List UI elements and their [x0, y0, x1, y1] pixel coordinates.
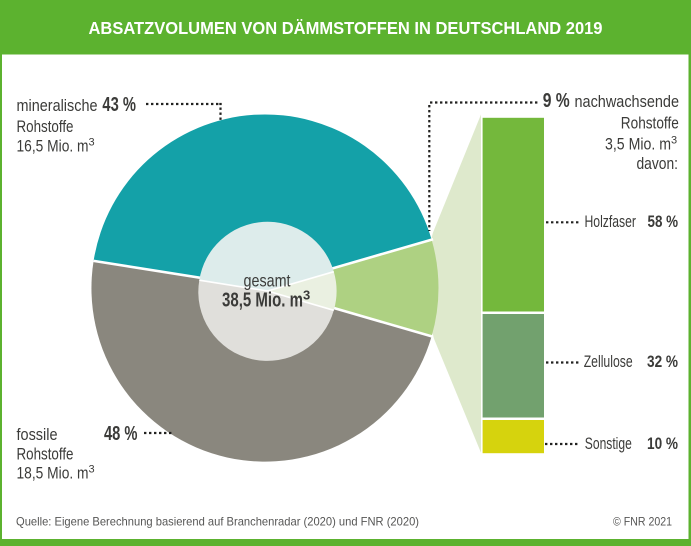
svg-text:fossile: fossile	[17, 425, 58, 444]
svg-text:3,5 Mio. m3: 3,5 Mio. m3	[605, 135, 677, 154]
svg-text:38,5 Mio. m3: 38,5 Mio. m3	[222, 288, 310, 312]
svg-text:Rohstoffe: Rohstoffe	[17, 445, 74, 464]
svg-text:43 %: 43 %	[102, 94, 136, 116]
svg-text:Rohstoffe: Rohstoffe	[17, 117, 74, 136]
svg-text:Sonstige: Sonstige	[585, 434, 632, 453]
svg-text:Rohstoffe: Rohstoffe	[621, 114, 679, 133]
svg-text:32 %: 32 %	[647, 352, 678, 371]
svg-text:© FNR 2021: © FNR 2021	[613, 515, 672, 529]
svg-text:18,5 Mio. m3: 18,5 Mio. m3	[17, 464, 95, 483]
svg-text:gesamt: gesamt	[244, 271, 291, 291]
svg-text:mineralische: mineralische	[17, 96, 98, 115]
svg-text:davon:: davon:	[637, 154, 679, 173]
svg-text:16,5 Mio. m3: 16,5 Mio. m3	[17, 137, 95, 156]
svg-text:10 %: 10 %	[647, 434, 678, 453]
svg-text:48 %: 48 %	[104, 423, 138, 445]
svg-text:Holzfaser: Holzfaser	[585, 212, 637, 231]
svg-text:nachwachsende: nachwachsende	[575, 92, 680, 111]
svg-text:9 %: 9 %	[543, 90, 570, 112]
svg-text:Quelle: Eigene Berechnung basi: Quelle: Eigene Berechnung basierend auf …	[16, 515, 419, 529]
svg-text:ABSATZVOLUMEN VON DÄMMSTOFFEN: ABSATZVOLUMEN VON DÄMMSTOFFEN IN DEUTSCH…	[89, 18, 603, 38]
svg-text:Zellulose: Zellulose	[584, 352, 633, 371]
svg-text:58 %: 58 %	[648, 212, 679, 231]
